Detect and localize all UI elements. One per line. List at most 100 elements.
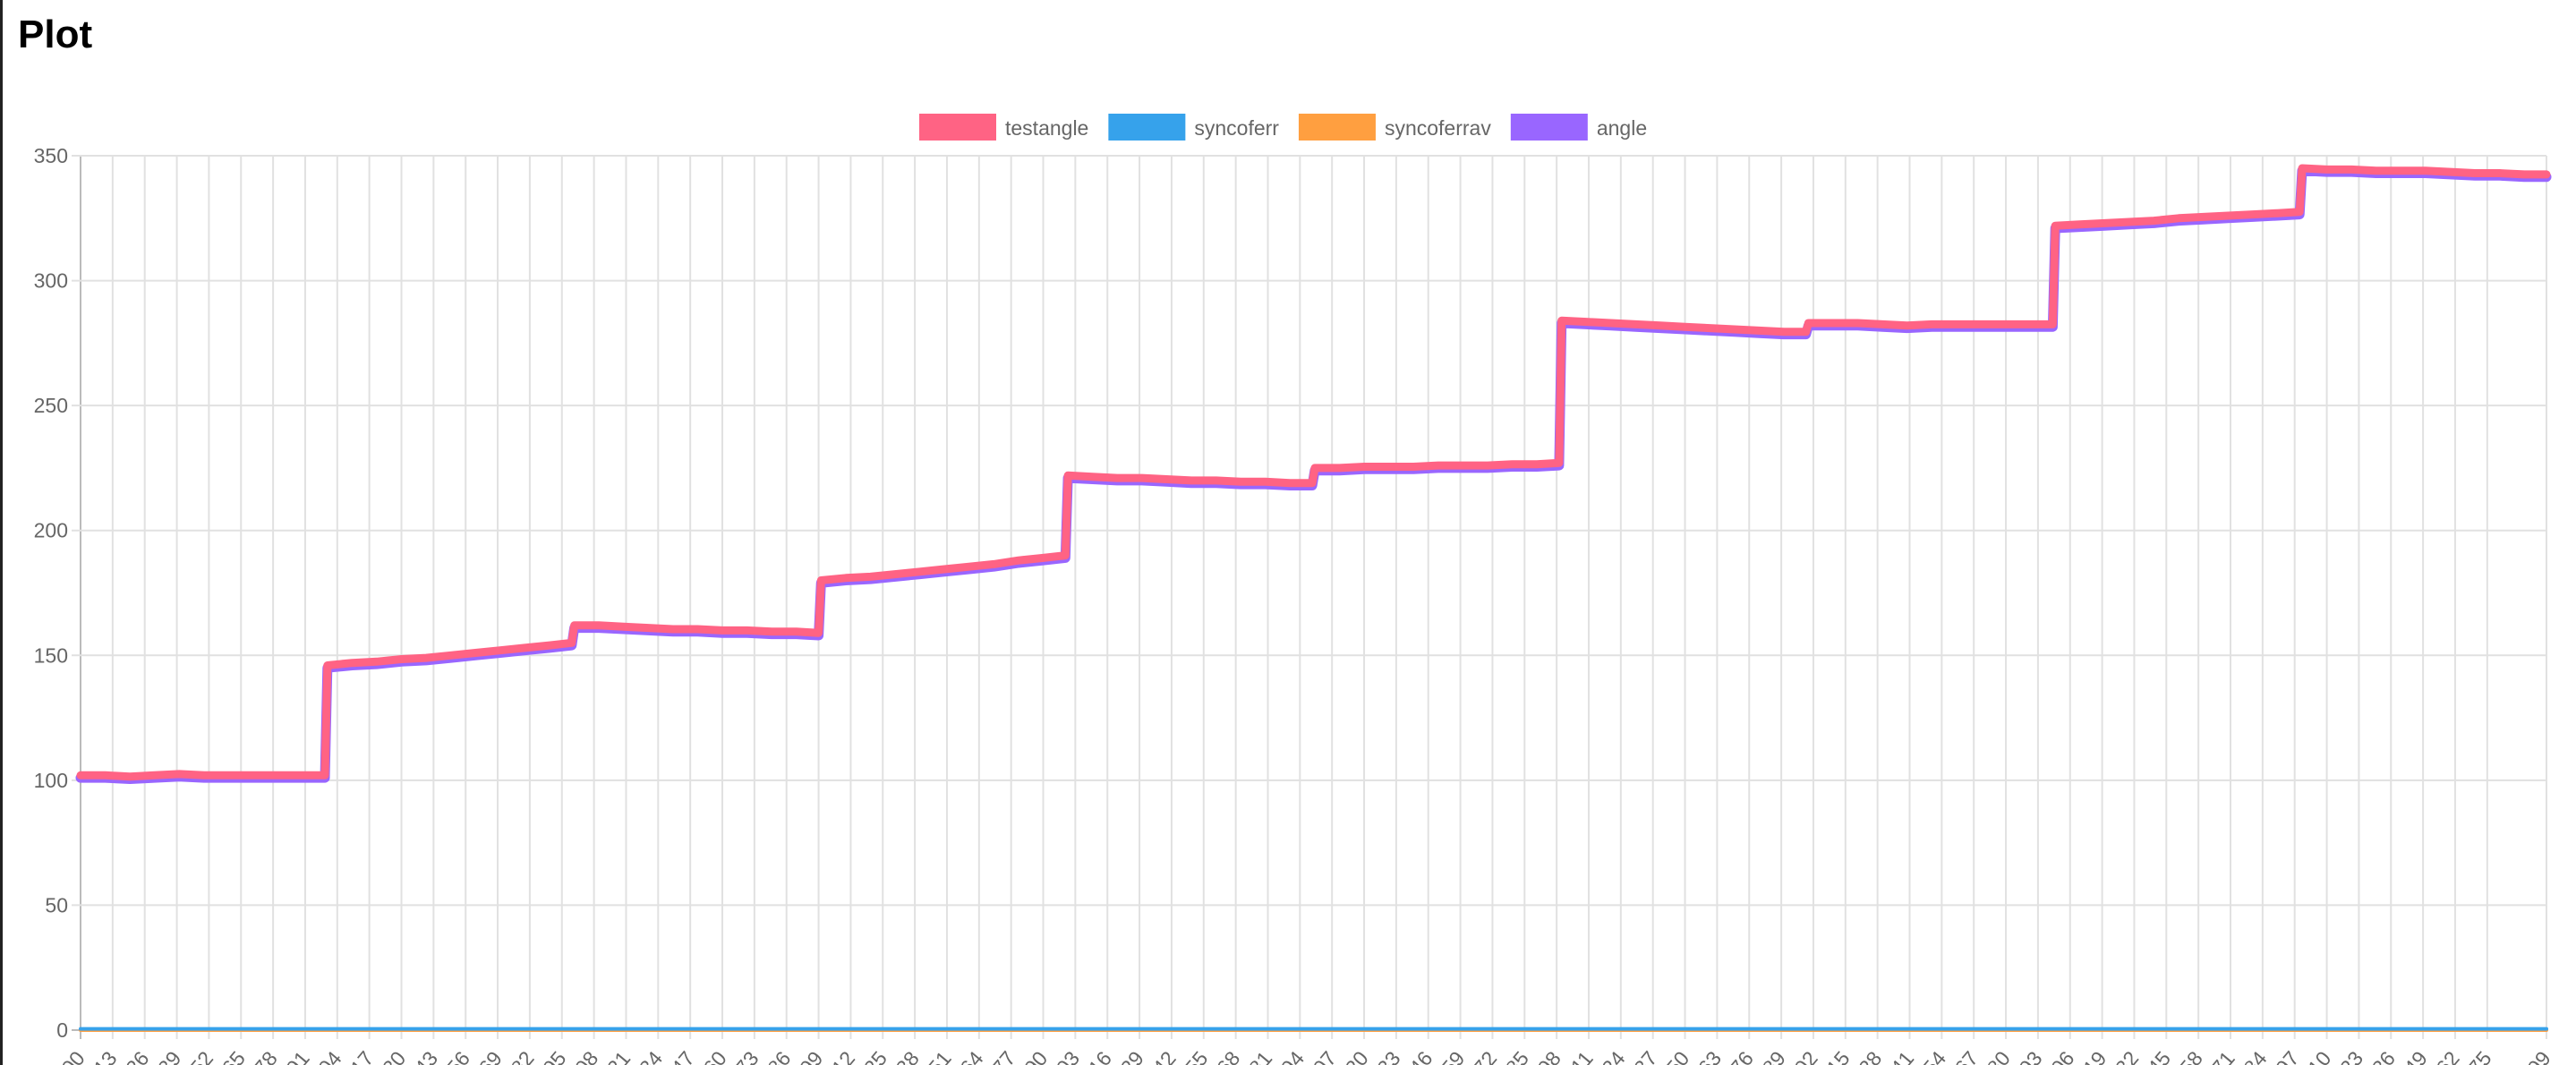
legend-label: syncoferr	[1194, 116, 1279, 140]
y-tick-label: 0	[56, 1018, 68, 1042]
x-tick-label: 71	[2206, 1047, 2239, 1065]
x-tick-label: 13	[89, 1047, 121, 1065]
legend-swatch	[1510, 114, 1588, 141]
y-tick-label: 50	[45, 893, 68, 916]
x-tick-label: 28	[1854, 1047, 1886, 1065]
legend-label: testangle	[1005, 116, 1088, 140]
x-tick-label: 97	[2271, 1047, 2303, 1065]
x-tick-label: 00	[56, 1047, 89, 1065]
x-tick-label: 95	[538, 1047, 570, 1065]
x-tick-label: 89	[1758, 1047, 1790, 1065]
x-tick-label: 34	[635, 1046, 667, 1065]
x-tick-label: 84	[2239, 1046, 2271, 1065]
x-tick-label: 23	[2335, 1047, 2367, 1065]
x-tick-label: 02	[1789, 1047, 1821, 1065]
x-tick-label: 82	[506, 1047, 538, 1065]
x-tick-label: 19	[2078, 1047, 2111, 1065]
x-tick-label: 68	[1212, 1047, 1244, 1065]
x-tick-label: 10	[2303, 1047, 2335, 1065]
y-tick-label: 150	[34, 643, 68, 667]
x-tick-label: 32	[2111, 1047, 2143, 1065]
x-tick-label: 99	[2522, 1047, 2555, 1065]
x-tick-label: 16	[1084, 1047, 1116, 1065]
x-tick-label: 54	[1918, 1046, 1950, 1065]
x-tick-label: 12	[827, 1047, 859, 1065]
x-tick-label: 67	[1950, 1047, 1983, 1065]
x-tick-label: 03	[1052, 1047, 1084, 1065]
x-tick-label: 99	[795, 1047, 827, 1065]
series-line-testangle	[76, 164, 2551, 781]
x-tick-label: 49	[2400, 1047, 2432, 1065]
x-tick-label: 30	[378, 1047, 410, 1065]
x-tick-label: 56	[442, 1047, 474, 1065]
x-tick-label: 77	[987, 1047, 1019, 1065]
legend-item-syncoferrav[interactable]: syncoferrav	[1298, 114, 1491, 141]
legend-item-angle[interactable]: angle	[1510, 114, 1647, 141]
x-tick-label: 75	[2463, 1047, 2495, 1065]
y-tick-label: 300	[34, 269, 68, 293]
x-tick-label: 63	[1693, 1047, 1726, 1065]
legend-swatch	[919, 114, 996, 141]
x-tick-label: 78	[250, 1047, 282, 1065]
x-tick-label: 42	[1147, 1047, 1180, 1065]
x-tick-label: 58	[2175, 1047, 2207, 1065]
x-tick-label: 72	[1469, 1047, 1501, 1065]
x-tick-label: 15	[1821, 1047, 1854, 1065]
x-tick-label: 69	[474, 1047, 507, 1065]
x-tick-label: 17	[345, 1047, 378, 1065]
window-left-border	[0, 0, 3, 1065]
x-tick-label: 73	[730, 1047, 763, 1065]
x-tick-label: 93	[2014, 1047, 2046, 1065]
x-tick-label: 11	[1566, 1047, 1598, 1065]
x-tick-label: 52	[185, 1047, 218, 1065]
x-tick-label: 47	[667, 1047, 699, 1065]
legend-label: angle	[1597, 116, 1647, 140]
x-tick-label: 59	[1437, 1047, 1469, 1065]
x-tick-label: 60	[698, 1047, 730, 1065]
x-tick-label: 25	[859, 1047, 891, 1065]
x-tick-label: 65	[218, 1047, 250, 1065]
x-tick-label: 45	[2143, 1047, 2175, 1065]
x-tick-label: 46	[1404, 1047, 1437, 1065]
legend-item-syncoferr[interactable]: syncoferr	[1108, 114, 1279, 141]
x-tick-label: 07	[1309, 1047, 1341, 1065]
x-tick-label: 85	[1501, 1047, 1533, 1065]
x-tick-label: 26	[121, 1047, 153, 1065]
x-tick-label: 94	[1276, 1046, 1309, 1065]
x-tick-label: 86	[763, 1047, 795, 1065]
legend: testangle syncoferr syncoferrav angle	[919, 114, 1647, 141]
x-tick-label: 98	[1533, 1047, 1565, 1065]
y-tick-label: 100	[34, 769, 68, 792]
x-tick-label: 38	[891, 1047, 924, 1065]
x-tick-label: 81	[1244, 1047, 1276, 1065]
x-tick-label: 06	[2046, 1047, 2078, 1065]
x-tick-label: 39	[153, 1047, 185, 1065]
x-tick-label: 51	[923, 1047, 955, 1065]
x-tick-label: 91	[281, 1047, 313, 1065]
x-tick-label: 36	[2367, 1047, 2400, 1065]
x-tick-label: 55	[1180, 1047, 1212, 1065]
y-tick-label: 350	[34, 144, 68, 167]
legend-label: syncoferrav	[1385, 116, 1491, 140]
x-tick-label: 21	[602, 1047, 635, 1065]
page-title: Plot	[18, 13, 93, 56]
y-tick-label: 200	[34, 519, 68, 542]
x-tick-label: 37	[1629, 1047, 1661, 1065]
x-tick-label: 20	[1340, 1047, 1372, 1065]
x-tick-label: 50	[1661, 1047, 1693, 1065]
legend-item-testangle[interactable]: testangle	[919, 114, 1088, 141]
x-tick-label: 41	[1886, 1047, 1918, 1065]
x-tick-label: 80	[1983, 1047, 2015, 1065]
x-tick-label: 08	[570, 1047, 602, 1065]
x-tick-label: 76	[1726, 1047, 1758, 1065]
x-tick-label: 29	[1116, 1047, 1148, 1065]
x-tick-label: 90	[1019, 1047, 1052, 1065]
legend-swatch	[1108, 114, 1186, 141]
x-tick-label: 33	[1372, 1047, 1404, 1065]
x-tick-label: 64	[955, 1046, 987, 1065]
x-tick-label: 04	[313, 1046, 345, 1065]
y-tick-label: 250	[34, 394, 68, 417]
x-tick-label: 43	[410, 1047, 442, 1065]
x-tick-label: 62	[2431, 1047, 2463, 1065]
